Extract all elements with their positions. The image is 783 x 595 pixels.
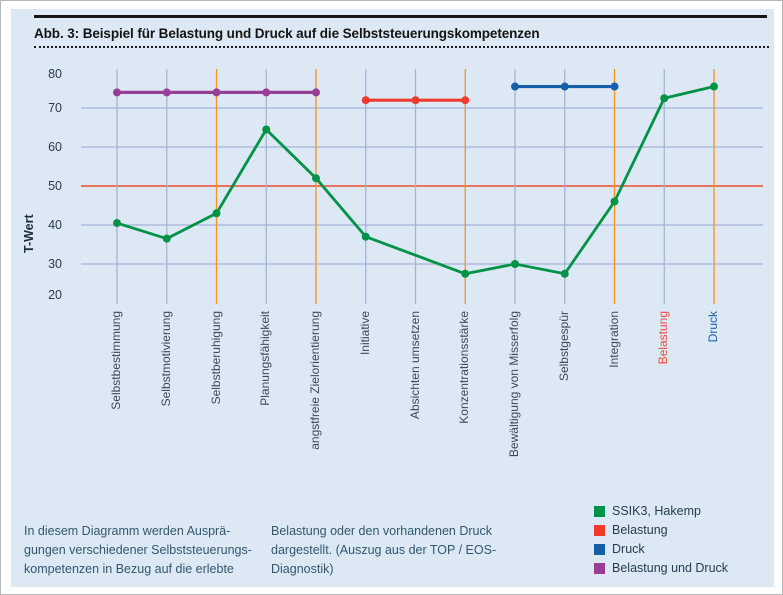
figure-panel: Abb. 3: Beispiel für Belastung und Druck…	[11, 9, 774, 587]
data-point-belastung-und-druck	[262, 88, 271, 97]
series-line-ssik3	[116, 85, 715, 276]
data-point-ssik3	[361, 232, 370, 241]
legend-swatch	[594, 543, 605, 555]
data-point-belastung	[461, 96, 470, 105]
legend-label: Druck	[612, 542, 645, 556]
data-point-belastung-und-druck	[212, 88, 221, 97]
legend-label: Belastung und Druck	[612, 561, 729, 575]
footer-line: gungen verschiedener Selbststeuerungs-	[24, 543, 252, 557]
footer-line: kompetenzen in Bezug auf die erlebte	[24, 562, 234, 576]
legend: SSIK3, Hakemp Belastung Druck Belastung und…	[594, 504, 728, 580]
legend-item: Belastung und Druck	[594, 561, 728, 575]
footer-line: In diesem Diagramm werden Ausprä-	[24, 524, 231, 538]
title-dotted-divider	[34, 46, 769, 48]
data-point-belastung-und-druck	[312, 88, 320, 97]
footer-col2: Belastung oder den vorhandenen Druck darg…	[271, 522, 511, 579]
legend-label: Belastung	[612, 523, 668, 537]
data-point-druck	[511, 82, 519, 91]
legend-item: Druck	[594, 542, 728, 556]
footer-line: dargestellt. (Auszug aus der TOP / EOS-	[271, 543, 497, 557]
legend-item: Belastung	[594, 523, 728, 537]
data-point-ssik3	[262, 125, 271, 134]
data-point-belastung-und-druck	[162, 88, 171, 97]
title-top-rule	[34, 15, 767, 18]
footer-line: Belastung oder den vorhandenen Druck	[271, 524, 492, 538]
data-point-ssik3	[610, 197, 619, 206]
data-point-ssik3	[113, 219, 121, 228]
data-point-ssik3	[461, 269, 470, 278]
y-axis-title: T-Wert	[22, 214, 36, 253]
data-point-belastung-und-druck	[113, 88, 121, 97]
legend-swatch	[594, 505, 605, 517]
footer-line: Diagnostik)	[271, 562, 334, 576]
data-point-ssik3	[312, 174, 320, 183]
data-point-druck	[560, 82, 569, 91]
legend-label: SSIK3, Hakemp	[612, 504, 701, 518]
data-point-ssik3	[710, 82, 718, 91]
data-point-ssik3	[511, 260, 519, 268]
footer-col1: In diesem Diagramm werden Ausprä-gungen …	[24, 522, 264, 579]
data-point-ssik3	[162, 234, 171, 243]
data-point-ssik3	[660, 94, 669, 103]
chart-svg	[81, 69, 763, 304]
data-point-ssik3	[560, 269, 569, 278]
data-point-ssik3	[212, 209, 221, 218]
data-point-druck	[610, 82, 619, 91]
legend-item: SSIK3, Hakemp	[594, 504, 728, 518]
data-point-belastung	[361, 96, 370, 105]
data-point-belastung	[411, 96, 420, 105]
legend-swatch	[594, 562, 605, 574]
figure-title: Abb. 3: Beispiel für Belastung und Druck…	[34, 26, 540, 41]
legend-swatch	[594, 524, 605, 536]
